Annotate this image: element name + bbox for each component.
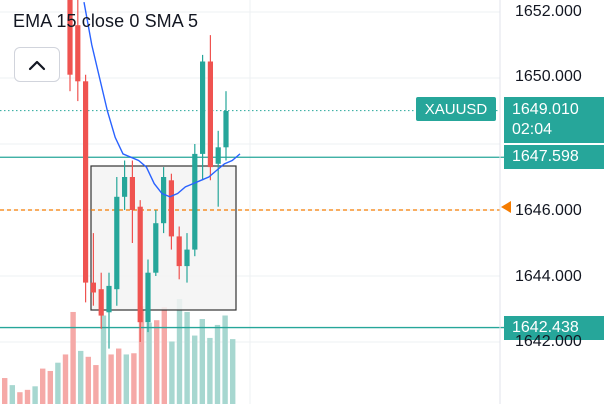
volume-bar — [230, 339, 236, 404]
price-tick: 1642.000 — [515, 333, 582, 350]
candle-body — [90, 282, 96, 293]
volume-bar — [70, 311, 76, 404]
candle-body — [67, 0, 73, 75]
candle-body — [137, 206, 143, 323]
volume-bar — [2, 378, 8, 404]
candle-body — [192, 153, 198, 250]
price-tick: 1646.000 — [515, 202, 582, 219]
volume-bar — [146, 322, 152, 404]
candle-body — [122, 177, 128, 197]
volume-bar — [123, 354, 129, 404]
candle-body — [98, 289, 104, 316]
volume-bar — [131, 353, 137, 404]
symbol-label: XAUUSD — [416, 97, 496, 121]
volume-bars — [2, 298, 236, 404]
volume-bar — [222, 315, 228, 404]
candle-body — [83, 81, 89, 283]
volume-bar — [116, 348, 122, 404]
candle-body — [184, 249, 190, 267]
last-price: 1649.010 — [512, 101, 579, 118]
volume-bar — [207, 337, 213, 404]
volume-bar — [17, 392, 23, 404]
volume-bar — [161, 307, 167, 404]
volume-bar — [184, 311, 190, 404]
volume-bar — [9, 385, 15, 404]
ema-line — [83, 1, 241, 198]
bar-countdown: 02:04 — [512, 121, 553, 138]
volume-bar — [154, 320, 160, 404]
volume-bar — [47, 370, 53, 404]
volume-bar — [55, 362, 61, 404]
indicator-legend: EMA 15 close 0 SMA 5 — [13, 11, 199, 31]
candle-body — [75, 25, 81, 82]
volume-bar — [62, 354, 69, 404]
volume-bar — [100, 315, 107, 404]
alert-marker-icon[interactable] — [501, 201, 511, 213]
volume-bar — [108, 354, 114, 404]
volume-bar — [192, 335, 198, 404]
upper-level-tag[interactable]: 1647.598 — [504, 145, 604, 169]
candles — [67, 0, 229, 349]
candle-body — [114, 196, 120, 290]
volume-bar — [169, 341, 175, 404]
candle-body — [223, 111, 229, 148]
chevron-up-icon — [28, 60, 46, 70]
price-tick: 1650.000 — [515, 68, 582, 85]
volume-bar — [24, 389, 31, 404]
price-tick: 1652.000 — [515, 3, 582, 20]
volume-bar — [40, 368, 46, 404]
candle-body — [161, 177, 167, 224]
volume-bar — [93, 365, 99, 404]
candle-body — [129, 177, 135, 210]
candle-body — [145, 272, 151, 323]
horizontal-lines[interactable] — [0, 110, 504, 329]
last-price-tag: 1649.010 02:04 — [504, 97, 604, 143]
price-tick: 1644.000 — [515, 268, 582, 285]
candle-body — [215, 147, 221, 164]
volume-bar — [138, 306, 145, 404]
volume-bar — [78, 350, 84, 404]
candle-body — [207, 61, 213, 168]
volume-bar — [176, 298, 183, 404]
volume-bar — [199, 319, 205, 404]
candle-body — [153, 223, 159, 273]
candle-body — [106, 285, 112, 313]
candle-body — [176, 236, 182, 267]
collapse-legend-button[interactable] — [14, 47, 60, 82]
volume-bar — [214, 324, 221, 404]
candle-body — [168, 180, 174, 237]
volume-bar — [85, 356, 91, 404]
volume-bar — [32, 386, 38, 404]
lower-level-tag[interactable]: 1642.438 — [504, 316, 604, 340]
candle-body — [200, 61, 206, 154]
